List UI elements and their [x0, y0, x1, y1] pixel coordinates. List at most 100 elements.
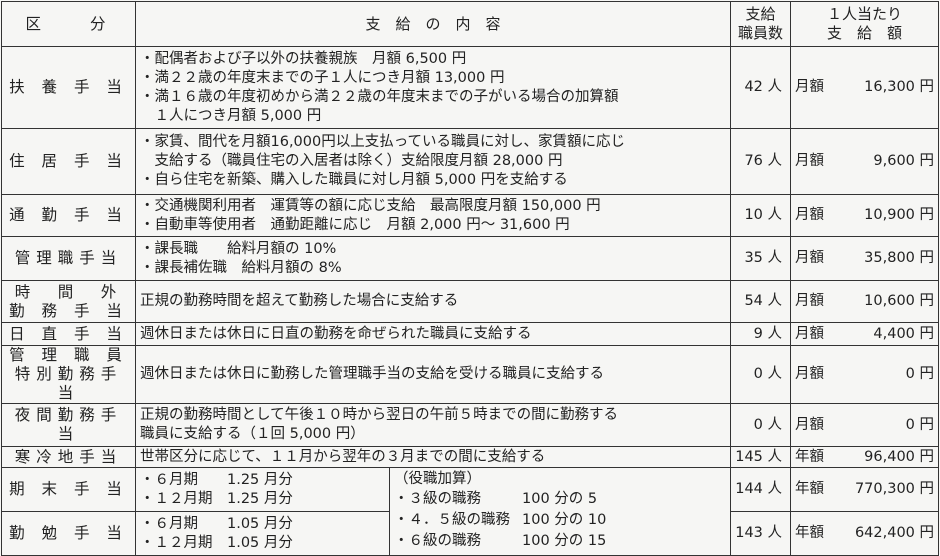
count-cell: 144 人 — [730, 467, 792, 512]
category-label: 扶 養 手 当 — [9, 78, 128, 96]
addition-item: ・３級の職務 100 分の 5 — [394, 489, 726, 510]
content-cell: ・配偶者および子以外の扶養親族 月額 6,500 円・満２２歳の年度末までの子１… — [134, 46, 732, 129]
amount-cell: 月額 16,300 円 — [790, 46, 940, 129]
content-line: ・家賃、間代を月額16,000円以上支払っている職員に対し、家賃額に応じ — [140, 134, 626, 150]
content-cell: 週休日または休日に勤務した管理職手当の支給を受ける職員に支給する — [134, 345, 732, 404]
category-cell: 扶 養 手 当 — [1, 46, 136, 129]
amount-label: 月額 — [795, 293, 825, 309]
content-line: 職員に支給する（１回 5,000 円） — [140, 426, 365, 442]
amount-label: 月額 — [795, 325, 825, 342]
amount-value: 0 円 — [905, 416, 935, 433]
addition-item: ・４．５級の職務 100 分の 10 — [394, 510, 726, 531]
content-line: 世帯区分に応じて、１１月から翌年の３月までの間に支給する — [140, 448, 546, 465]
content-cell: 世帯区分に応じて、１１月から翌年の３月までの間に支給する — [134, 446, 732, 468]
table-row: 寒冷地手当 世帯区分に応じて、１１月から翌年の３月までの間に支給する 145 人年額… — [1, 446, 940, 468]
category-label: 時 間 外 — [14, 282, 123, 301]
content-cell: ・６月期 1.25 月分 ・１２月期 1.25 月分 — [135, 467, 390, 512]
header-count-line1: 支給 — [745, 5, 776, 23]
table-row: 管 理 職 員特別勤務手当 週休日または休日に勤務した管理職手当の支給を受ける職員… — [1, 345, 940, 404]
content-line: 支給する（職員住宅の入居者は除く）支給限度月額 28,000 円 — [140, 153, 563, 169]
table-row: 期 末 手 当・６月期 1.25 月分 ・１２月期 1.25 月分 （役職加算） ・３… — [1, 467, 940, 556]
table-row: 日 直 手 当週休日または休日に日直の勤務を命ぜられた職員に支給する 9 人月額 4… — [1, 322, 940, 346]
amount-value: 770,300 円 — [854, 481, 935, 497]
count-cell: 35 人 — [730, 236, 792, 281]
position-addition-cell: （役職加算） ・３級の職務 100 分の 5 ・４．５級の職務 100 分の 10 ・６級… — [388, 467, 732, 556]
amount-value: 16,300 円 — [864, 79, 935, 95]
category-cell: 時 間 外勤 務 手 当 — [1, 280, 136, 323]
content-line: 週休日または休日に勤務した管理職手当の支給を受ける職員に支給する — [140, 366, 604, 382]
count-cell: 145 人 — [730, 446, 792, 468]
count-cell: 0 人 — [730, 345, 792, 404]
amount-cell: 年額 642,400 円 — [790, 511, 940, 556]
amount-cell: 月額 9,600 円 — [790, 128, 940, 195]
header-amount-line1: １人当たり — [827, 5, 903, 23]
category-label: 特別勤務手当 — [14, 365, 123, 402]
category-label: 寒冷地手当 — [14, 447, 123, 466]
header-content: 支 給 の 内 容 — [134, 1, 732, 47]
addition-rate: 100 分の 15 — [522, 533, 607, 549]
amount-label: 月額 — [795, 153, 825, 169]
count-cell: 42 人 — [730, 46, 792, 129]
amount-value: 10,600 円 — [864, 293, 935, 309]
amount-cell: 月額 10,900 円 — [790, 194, 940, 237]
content-line: ・交通機関利用者 運賃等の額に応じ支給 最高限度月額 150,000 円 — [140, 197, 601, 214]
content-cell: ・課長職 給料月額の 10% ・課長補佐職 給料月額の 8% — [134, 236, 732, 281]
amount-label: 月額 — [795, 366, 825, 382]
content-cell: ・交通機関利用者 運賃等の額に応じ支給 最高限度月額 150,000 円・自動車… — [134, 194, 732, 237]
header-count-line2: 職員数 — [738, 24, 784, 42]
addition-title: （役職加算） — [394, 471, 481, 487]
content-cell: 正規の勤務時間を超えて勤務した場合に支給する — [134, 280, 732, 323]
category-cell: 勤 勉 手 当 — [1, 511, 136, 556]
content-line: ・配偶者および子以外の扶養親族 月額 6,500 円 — [140, 50, 467, 67]
amount-value: 10,900 円 — [864, 207, 935, 223]
content-line: ・１２月期 1.05 月分 — [140, 534, 293, 551]
category-label: 管 理 職 員 — [9, 346, 128, 364]
addition-grade: ・３級の職務 — [394, 491, 481, 507]
content-line: ・課長職 給料月額の 10% — [140, 240, 337, 257]
count-cell: 76 人 — [730, 128, 792, 195]
amount-value: 35,800 円 — [864, 250, 935, 266]
amount-cell: 年額 96,400 円 — [790, 446, 940, 468]
amount-label: 年額 — [795, 448, 825, 465]
amount-label: 年額 — [795, 525, 825, 541]
count-cell: 10 人 — [730, 194, 792, 237]
addition-item: ・６級の職務 100 分の 15 — [394, 531, 726, 552]
amount-cell: 月額 10,600 円 — [790, 280, 940, 323]
content-line: ・課長補佐職 給料月額の 8% — [140, 259, 342, 276]
count-cell: 143 人 — [730, 511, 792, 556]
amount-label: 月額 — [795, 416, 825, 433]
content-cell: 正規の勤務時間として午後１０時から翌日の午前５時までの間に勤務する 職員に支給する… — [134, 403, 732, 447]
table-row: 管理職手当 ・課長職 給料月額の 10% ・課長補佐職 給料月額の 8% 35 人月額… — [1, 236, 940, 281]
content-cell: ・６月期 1.05 月分 ・１２月期 1.05 月分 — [135, 511, 390, 556]
amount-label: 年額 — [795, 481, 825, 497]
content-line: ・満２２歳の年度末までの子１人につき月額 13,000 円 — [140, 69, 505, 86]
amount-cell: 年額 770,300 円 — [790, 467, 940, 512]
category-cell: 夜間勤務手当 — [1, 403, 136, 447]
amount-cell: 月額 35,800 円 — [790, 236, 940, 281]
category-label: 住 居 手 当 — [9, 152, 128, 170]
amount-value: 96,400 円 — [864, 448, 935, 465]
table-row: 扶 養 手 当・配偶者および子以外の扶養親族 月額 6,500 円・満２２歳の年… — [1, 46, 940, 129]
category-cell: 寒冷地手当 — [1, 446, 136, 468]
content-line: １人につき月額 5,000 円 — [140, 107, 322, 124]
category-cell: 期 末 手 当 — [1, 467, 136, 512]
amount-label: 月額 — [795, 250, 825, 266]
header-amount: １人当たり支 給 額 — [790, 1, 940, 47]
content-line: 週休日または休日に日直の勤務を命ぜられた職員に支給する — [140, 325, 532, 342]
category-label: 日 直 手 当 — [9, 324, 128, 343]
addition-rate: 100 分の 5 — [522, 491, 598, 507]
content-line: 正規の勤務時間を超えて勤務した場合に支給する — [140, 293, 459, 309]
table-row: 通 勤 手 当・交通機関利用者 運賃等の額に応じ支給 最高限度月額 150,00… — [1, 194, 940, 237]
addition-grade: ・６級の職務 — [394, 533, 481, 549]
amount-value: 9,600 円 — [873, 153, 935, 169]
count-cell: 54 人 — [730, 280, 792, 323]
amount-cell: 月額 4,400 円 — [790, 322, 940, 346]
content-cell: ・家賃、間代を月額16,000円以上支払っている職員に対し、家賃額に応じ 支給す… — [134, 128, 732, 195]
table-row: 住 居 手 当・家賃、間代を月額16,000円以上支払っている職員に対し、家賃額… — [1, 128, 940, 195]
table-row: 時 間 外勤 務 手 当正規の勤務時間を超えて勤務した場合に支給する 54 人月額… — [1, 280, 940, 323]
amount-value: 0 円 — [905, 366, 935, 382]
category-cell: 管 理 職 員特別勤務手当 — [1, 345, 136, 404]
table-row: 夜間勤務手当 正規の勤務時間として午後１０時から翌日の午前５時までの間に勤務する職… — [1, 403, 940, 447]
count-cell: 0 人 — [730, 403, 792, 447]
amount-cell: 月額 0 円 — [790, 403, 940, 447]
